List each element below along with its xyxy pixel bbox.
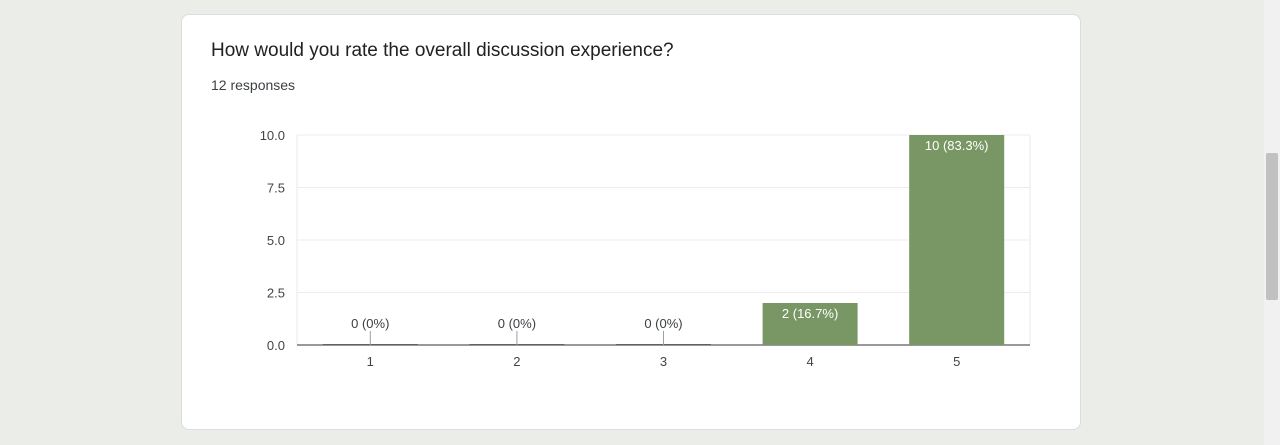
y-tick-label: 2.5 [267, 286, 285, 301]
data-label: 0 (0%) [644, 316, 682, 331]
data-label: 0 (0%) [498, 316, 536, 331]
x-tick-label: 1 [367, 354, 374, 369]
y-tick-label: 0.0 [267, 338, 285, 353]
y-tick-label: 5.0 [267, 233, 285, 248]
y-tick-label: 10.0 [260, 128, 285, 143]
bar-5 [909, 135, 1005, 345]
response-count: 12 responses [211, 77, 296, 93]
scrollbar-thumb[interactable] [1266, 153, 1278, 300]
data-label: 2 (16.7%) [782, 306, 838, 321]
question-title: How would you rate the overall discussio… [211, 40, 674, 61]
data-label: 0 (0%) [351, 316, 389, 331]
question-card: How would you rate the overall discussio… [181, 14, 1081, 430]
x-tick-label: 4 [806, 354, 813, 369]
bar-4 [762, 303, 858, 345]
data-label: 10 (83.3%) [925, 138, 989, 153]
x-tick-label: 3 [660, 354, 667, 369]
x-tick-label: 5 [953, 354, 960, 369]
y-tick-label: 7.5 [267, 181, 285, 196]
bar-chart: 0.0 2.5 5.0 7.5 10.0 1 2 3 4 5 0 (0%) 0 (0%) 0 (0%… [260, 128, 1031, 369]
x-tick-label: 2 [513, 354, 520, 369]
